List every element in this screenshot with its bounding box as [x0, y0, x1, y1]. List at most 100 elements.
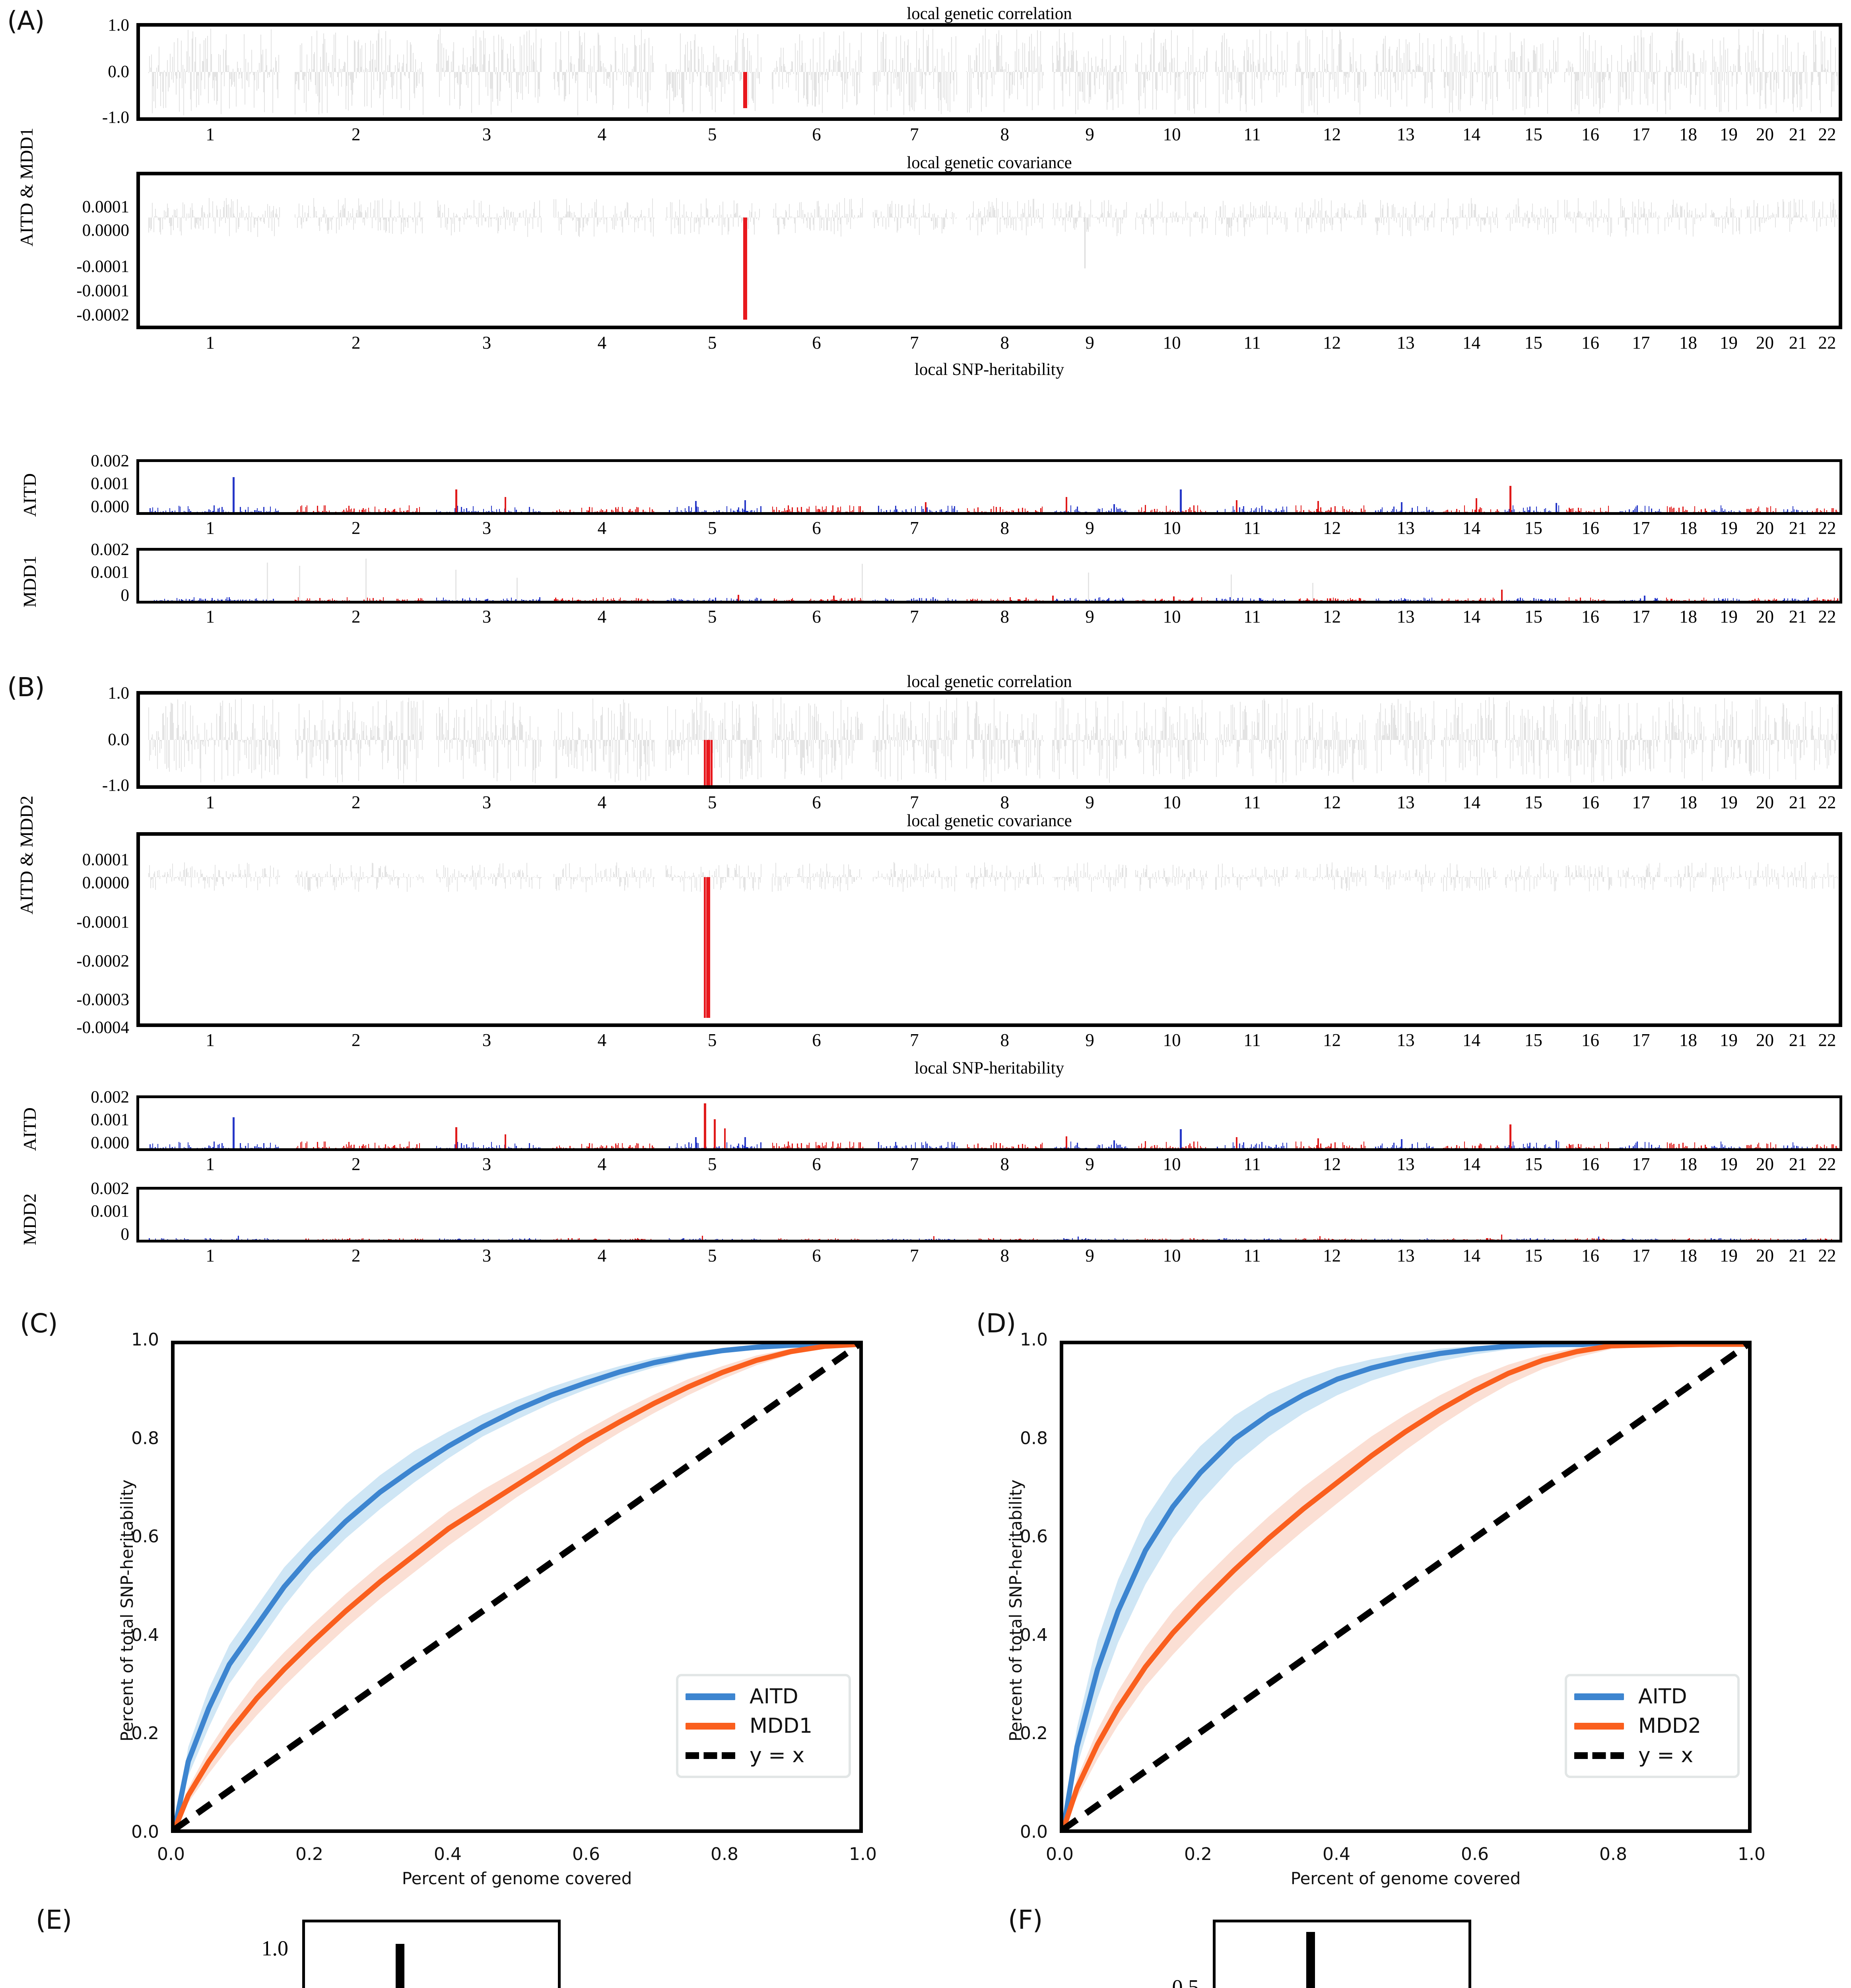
manhattan-bar	[1069, 72, 1070, 96]
manhattan-bar	[1353, 38, 1354, 72]
manhattan-bar	[826, 506, 827, 512]
manhattan-bar	[1106, 511, 1107, 512]
manhattan-bar	[1275, 69, 1276, 72]
manhattan-bar	[528, 72, 529, 94]
manhattan-bar	[904, 41, 905, 72]
manhattan-bar	[776, 507, 777, 512]
manhattan-bar	[1038, 72, 1039, 105]
manhattan-bar	[511, 72, 512, 113]
manhattan-bar	[704, 72, 705, 73]
manhattan-bar	[1635, 61, 1636, 72]
chromosome-tick-10: 10	[1163, 332, 1181, 353]
peak-bar	[1180, 489, 1182, 512]
manhattan-bar	[1380, 509, 1381, 512]
manhattan-bar	[1117, 509, 1118, 512]
manhattan-bar	[275, 509, 276, 512]
manhattan-bar	[677, 72, 678, 95]
manhattan-bar	[681, 510, 682, 512]
manhattan-bar	[1032, 72, 1033, 110]
manhattan-bar	[1017, 201, 1018, 217]
manhattan-bar	[881, 212, 882, 217]
manhattan-bar	[1564, 72, 1565, 82]
manhattan-bar	[1381, 217, 1382, 223]
manhattan-bar	[953, 217, 954, 225]
manhattan-bar	[1651, 72, 1652, 82]
manhattan-bar	[788, 505, 789, 512]
manhattan-bar	[251, 212, 252, 217]
manhattan-bar	[1335, 217, 1336, 218]
manhattan-bar	[1194, 72, 1195, 114]
manhattan-bar	[941, 72, 942, 114]
manhattan-bar	[1756, 68, 1757, 72]
manhattan-bar	[1600, 72, 1601, 109]
manhattan-bar	[937, 49, 938, 72]
manhattan-bar	[654, 217, 655, 219]
manhattan-bar	[419, 507, 420, 512]
manhattan-bar	[1471, 52, 1472, 72]
manhattan-bar	[454, 217, 455, 232]
manhattan-bar	[416, 508, 417, 512]
manhattan-bar	[1216, 211, 1217, 217]
manhattan-bar	[834, 217, 835, 234]
manhattan-bar	[944, 217, 945, 227]
manhattan-bar	[350, 509, 351, 512]
manhattan-bar	[533, 509, 534, 512]
manhattan-bar	[895, 72, 896, 78]
manhattan-bar	[1231, 217, 1232, 226]
manhattan-bar	[980, 211, 981, 217]
manhattan-bar	[348, 506, 349, 512]
manhattan-bar	[1487, 206, 1488, 217]
manhattan-bar	[321, 217, 322, 222]
manhattan-bar	[1220, 206, 1221, 217]
manhattan-bar	[701, 47, 702, 72]
manhattan-bar	[1246, 72, 1247, 112]
manhattan-bar	[1361, 509, 1362, 512]
manhattan-bar	[613, 72, 614, 105]
manhattan-bar	[846, 214, 847, 217]
manhattan-bar	[488, 217, 489, 227]
manhattan-bar	[241, 511, 242, 512]
peak-bar	[1236, 500, 1237, 512]
manhattan-bar	[611, 65, 612, 72]
manhattan-bar	[314, 207, 315, 217]
manhattan-bar	[1098, 66, 1099, 72]
manhattan-bar	[1802, 200, 1803, 217]
manhattan-bar	[1649, 217, 1650, 218]
manhattan-bar	[676, 217, 677, 220]
manhattan-bar	[1276, 72, 1277, 97]
manhattan-bar	[819, 72, 820, 105]
manhattan-bar	[1296, 208, 1297, 217]
manhattan-bar	[1166, 50, 1167, 72]
manhattan-bar	[1062, 72, 1063, 107]
manhattan-bar	[1422, 217, 1423, 220]
manhattan-bar	[1469, 217, 1470, 226]
outlier-spike	[1084, 217, 1086, 269]
chromosome-tick-10: 10	[1163, 518, 1181, 538]
manhattan-bar	[1675, 72, 1676, 89]
manhattan-bar	[402, 208, 403, 217]
manhattan-bar	[422, 217, 423, 233]
manhattan-bar	[168, 208, 169, 217]
manhattan-bar	[1399, 39, 1400, 72]
manhattan-bar	[371, 72, 372, 108]
manhattan-bar	[749, 210, 750, 217]
manhattan-bar	[1733, 209, 1734, 217]
manhattan-bar	[1201, 72, 1202, 73]
manhattan-bar	[172, 57, 173, 72]
manhattan-bar	[192, 31, 193, 72]
manhattan-bar	[463, 48, 464, 72]
manhattan-bar	[532, 217, 533, 229]
manhattan-bar	[1190, 72, 1191, 75]
manhattan-bar	[1723, 511, 1724, 512]
manhattan-bar	[613, 215, 614, 217]
manhattan-bar	[1037, 30, 1038, 72]
manhattan-bar	[630, 215, 631, 217]
manhattan-bar	[1542, 43, 1543, 72]
manhattan-bar	[750, 72, 751, 73]
manhattan-bar	[853, 506, 854, 512]
manhattan-bar	[1684, 72, 1685, 85]
manhattan-bar	[1455, 44, 1456, 72]
manhattan-bar	[596, 72, 597, 103]
manhattan-bar	[1715, 62, 1716, 72]
manhattan-bar	[1407, 44, 1408, 72]
